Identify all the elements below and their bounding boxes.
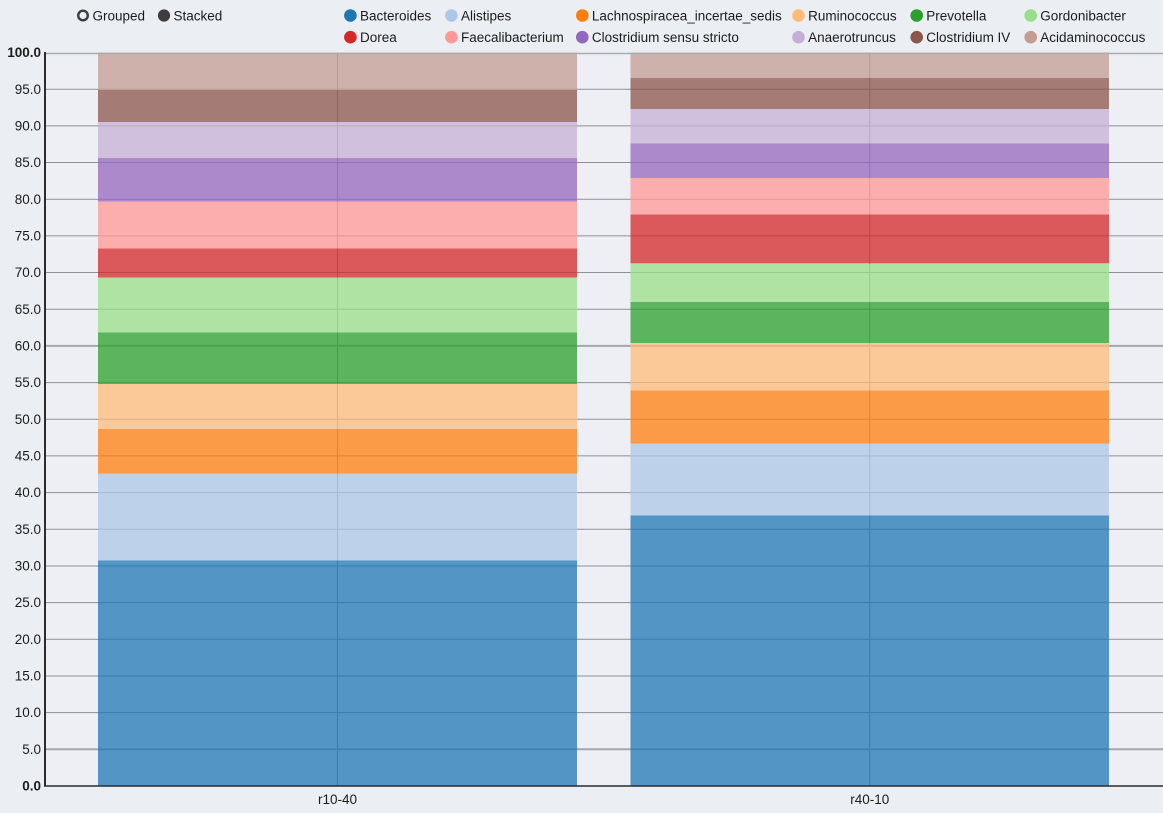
- svg-text:45.0: 45.0: [15, 449, 41, 464]
- svg-text:85.0: 85.0: [15, 155, 41, 170]
- svg-text:Alistipes: Alistipes: [461, 8, 512, 23]
- svg-text:Lachnospiracea_incertae_sedis: Lachnospiracea_incertae_sedis: [592, 8, 782, 23]
- svg-text:30.0: 30.0: [15, 559, 41, 574]
- svg-text:Gordonibacter: Gordonibacter: [1040, 8, 1126, 23]
- svg-text:r40-10: r40-10: [850, 792, 889, 807]
- svg-text:75.0: 75.0: [15, 229, 41, 244]
- svg-text:Clostridium sensu stricto: Clostridium sensu stricto: [592, 30, 739, 45]
- svg-text:95.0: 95.0: [15, 82, 41, 97]
- svg-text:35.0: 35.0: [15, 522, 41, 537]
- svg-text:Clostridium IV: Clostridium IV: [926, 30, 1010, 45]
- svg-text:Stacked: Stacked: [174, 8, 223, 23]
- svg-text:90.0: 90.0: [15, 119, 41, 134]
- svg-text:20.0: 20.0: [15, 632, 41, 647]
- svg-text:Prevotella: Prevotella: [926, 8, 987, 23]
- svg-text:Faecalibacterium: Faecalibacterium: [461, 30, 564, 45]
- svg-text:60.0: 60.0: [15, 339, 41, 354]
- svg-text:Dorea: Dorea: [360, 30, 397, 45]
- svg-text:Anaerotruncus: Anaerotruncus: [808, 30, 896, 45]
- svg-text:15.0: 15.0: [15, 669, 41, 684]
- svg-text:25.0: 25.0: [15, 595, 41, 610]
- svg-text:Bacteroides: Bacteroides: [360, 8, 432, 23]
- svg-text:65.0: 65.0: [15, 302, 41, 317]
- svg-text:10.0: 10.0: [15, 705, 41, 720]
- svg-text:5.0: 5.0: [22, 742, 41, 757]
- svg-text:70.0: 70.0: [15, 265, 41, 280]
- svg-text:r10-40: r10-40: [318, 792, 357, 807]
- svg-text:50.0: 50.0: [15, 412, 41, 427]
- svg-text:Acidaminococcus: Acidaminococcus: [1040, 30, 1145, 45]
- svg-text:0.0: 0.0: [22, 779, 41, 794]
- svg-text:55.0: 55.0: [15, 375, 41, 390]
- svg-text:80.0: 80.0: [15, 192, 41, 207]
- svg-text:Grouped: Grouped: [93, 8, 146, 23]
- svg-text:Ruminococcus: Ruminococcus: [808, 8, 897, 23]
- svg-text:100.0: 100.0: [7, 45, 41, 60]
- svg-text:40.0: 40.0: [15, 485, 41, 500]
